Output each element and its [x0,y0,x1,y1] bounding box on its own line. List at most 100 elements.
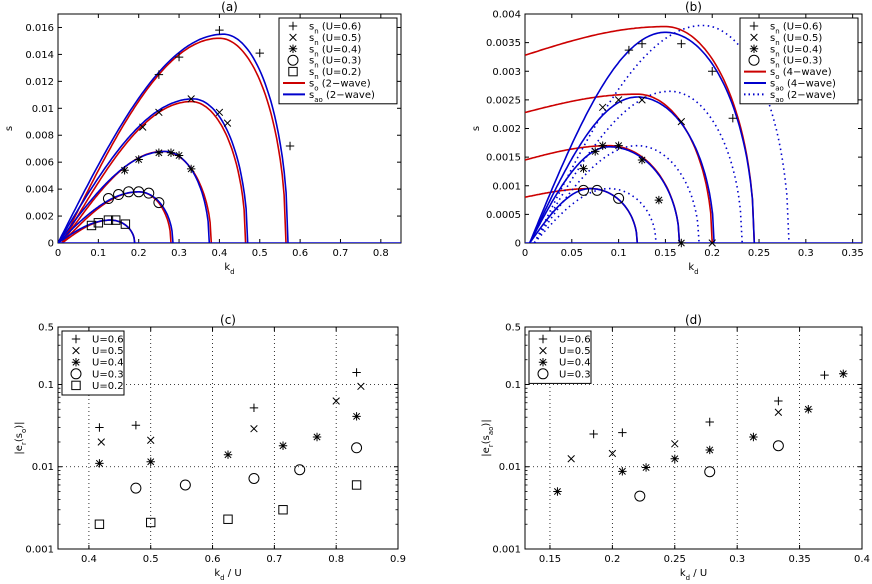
data-point [332,397,340,405]
y-axis-label: s [471,126,482,131]
legend-box [528,330,592,384]
data-point [139,123,147,131]
data-point [215,108,224,117]
y-tick-label: 0.014 [25,50,54,61]
data-point [166,148,176,157]
series-line [528,31,756,243]
x-tick-label: 0.25 [748,248,770,259]
x-tick-label: 0 [522,248,528,259]
legend-marker [288,66,298,77]
data-point [637,39,647,48]
data-point [86,220,97,231]
data-point [820,370,829,380]
legend-label: sao (4−wave) [770,79,836,93]
data-point [215,25,224,35]
data-point [613,192,625,204]
data-point [143,187,155,199]
legend-marker [288,44,298,53]
data-point [641,463,651,472]
data-point [677,117,686,126]
x-tick-label: 0.3 [729,554,745,565]
data-point [154,70,164,79]
x-tick-label: 0.4 [81,554,97,565]
legend-marker [538,358,548,367]
x-tick-label: 0.4 [854,554,870,565]
data-point [749,432,758,442]
y-tick-label: 0 [48,239,54,250]
series-line [58,98,249,243]
legend-marker [538,334,548,344]
data-point [654,195,664,205]
data-point [772,440,784,452]
x-axis-label: kd / U [214,568,241,582]
x-tick-label: 0.15 [654,248,676,259]
data-point [579,164,588,173]
data-point [179,479,191,491]
series-line [525,25,756,243]
data-point [130,482,142,494]
legend-label: U=0.6 [92,335,124,346]
series-line [58,33,289,243]
data-point [638,96,646,104]
legend-label: U=0.4 [92,358,124,369]
data-point [294,464,306,476]
x-tick-label: 0.4 [211,248,227,259]
y-tick-label: 0.0015 [486,153,521,164]
data-point [155,108,163,117]
data-point [154,148,164,157]
data-point [624,45,634,55]
legend-marker [750,33,758,42]
data-point [567,455,575,463]
x-tick-label: 0.05 [561,248,583,259]
x-tick-label: 0.6 [292,248,308,259]
data-point [618,467,627,476]
y-tick-label: 0.006 [25,158,54,169]
legend-label: sn (U=0.5) [309,33,361,47]
legend: U=0.6U=0.5U=0.4U=0.3U=0.2 [61,330,125,396]
legend: sn (U=0.6)sn (U=0.5)sn (U=0.4)sn (U=0.3)… [278,17,398,105]
y-axis-label: s [4,126,15,131]
legend-label: sn (U=0.6) [309,22,361,36]
data-point [839,369,848,378]
legend-marker [539,346,547,355]
data-point [591,147,600,156]
data-point [248,472,260,484]
x-tick-label: 0.3 [798,248,814,259]
data-point [250,424,258,433]
x-tick-label: 0.7 [266,554,282,565]
x-tick-label: 0.1 [90,248,106,259]
data-point [637,155,647,165]
legend-label: U=0.5 [92,346,124,357]
panel-a: (a) 0 0.1 0.2 0.3 0.4 0.5 0.6 0.7 0.8 0 0.002 0.004 0… [4,0,402,276]
data-point [111,215,121,225]
legend-label: U=0.6 [559,335,591,346]
series-line [525,93,713,243]
data-point [598,103,607,112]
data-point [728,113,738,123]
x-tick-label: 0 [55,248,61,259]
data-point [147,436,155,444]
y-tick-label: 0.004 [492,10,521,21]
x-tick-label: 0.1 [611,248,627,259]
legend-label: U=0.5 [559,346,591,357]
data-point [223,514,233,524]
data-point [278,441,288,450]
legend-label: so (4−wave) [770,67,832,81]
x-axis-label: kd / U [680,568,707,582]
data-point [174,151,184,160]
data-point [634,490,646,502]
panel-title: (c) [220,313,236,327]
y-tick-label: 0.001 [492,545,521,556]
x-tick-label: 0.35 [842,248,864,259]
y-tick-label: 0.012 [25,77,54,88]
y-tick-label: 0.003 [492,67,521,78]
y-tick-label: 0.0035 [486,38,521,49]
data-point [120,219,131,229]
data-point [223,450,233,459]
plot-area [58,33,401,243]
panel-d: (d) 0.15 0.2 0.25 0.3 0.35 0.4 0.001 0.01 0.1 0.5 k… [481,313,870,582]
data-point [278,505,288,515]
legend-label: sn (U=0.2) [309,67,361,81]
y-tick-label: 0.004 [25,185,54,196]
